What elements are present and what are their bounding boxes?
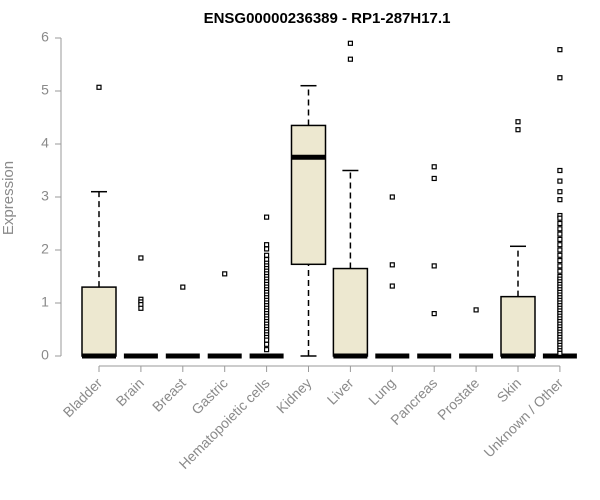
outlier-point: [557, 242, 563, 248]
box-brain: [123, 255, 158, 359]
y-axis-label: Expression: [0, 161, 17, 235]
outlier-point: [557, 247, 563, 253]
box-breast: [165, 284, 200, 359]
outlier-point: [557, 189, 563, 195]
box-unknown-other: [542, 47, 577, 359]
box-liver: [332, 40, 369, 359]
outlier-point: [557, 231, 563, 237]
y-tick-label: 1: [41, 294, 49, 310]
y-tick-label: 2: [41, 241, 49, 257]
x-tick-label: Bladder: [60, 375, 106, 421]
outlier-point: [557, 215, 563, 221]
outlier-point: [515, 127, 521, 133]
box-lung: [375, 194, 410, 359]
outlier-point: [515, 119, 521, 125]
y-tick-label: 6: [41, 29, 49, 45]
outlier-point: [264, 337, 270, 343]
outlier-point: [264, 246, 270, 252]
box-iqr: [290, 124, 327, 266]
outlier-point: [389, 194, 395, 200]
outlier-point: [138, 305, 144, 311]
outlier-point: [557, 220, 563, 227]
outlier-point: [557, 350, 563, 356]
outlier-point: [264, 242, 270, 248]
outlier-point: [264, 347, 270, 353]
box-iqr: [500, 295, 536, 357]
box-skin: [500, 119, 536, 359]
y-tick-label: 5: [41, 82, 49, 98]
outlier-point: [557, 252, 563, 258]
outlier-point: [557, 75, 563, 81]
x-tick-label: Kidney: [273, 375, 315, 417]
outlier-point: [180, 284, 186, 290]
outlier-point: [389, 262, 395, 268]
box-kidney: [290, 84, 327, 357]
x-tick-label: Pancreas: [387, 375, 440, 428]
outlier-point: [557, 167, 563, 174]
x-tick-label: Prostate: [434, 375, 482, 423]
y-axis: 0 1 2 3 4 5 6: [41, 29, 62, 363]
x-tick-label: Skin: [494, 375, 525, 406]
outlier-point: [138, 255, 144, 261]
box-bladder: [81, 84, 117, 359]
outlier-point: [473, 307, 479, 313]
outlier-point: [557, 47, 563, 53]
outlier-point: [431, 311, 437, 317]
outlier-point: [557, 197, 563, 203]
y-tick-label: 4: [41, 135, 49, 151]
outlier-point: [431, 263, 437, 269]
box-iqr: [81, 286, 117, 357]
chart-title: ENSG00000236389 - RP1-287H17.1: [204, 10, 451, 27]
y-tick-label: 0: [41, 347, 49, 363]
x-tick-label: Breast: [149, 375, 189, 415]
outlier-point: [222, 271, 228, 277]
outlier-point: [557, 236, 563, 242]
outlier-point: [431, 175, 437, 182]
outlier-point: [557, 258, 563, 264]
outlier-point: [389, 283, 395, 289]
outlier-point: [96, 84, 102, 90]
x-tick-label: Brain: [113, 375, 147, 409]
boxes: [81, 40, 577, 359]
y-tick-label: 3: [41, 188, 49, 204]
outlier-point: [347, 56, 353, 62]
outlier-point: [557, 268, 563, 274]
box-prostate: [459, 307, 494, 359]
x-tick-label: Lung: [365, 375, 398, 408]
outlier-point: [557, 263, 563, 269]
box-pancreas: [417, 164, 452, 359]
box-iqr: [332, 267, 369, 357]
outlier-point: [557, 178, 563, 184]
outlier-point: [431, 164, 437, 170]
outlier-point: [264, 341, 270, 347]
outlier-point: [264, 252, 270, 258]
x-tick-label: Liver: [324, 375, 357, 408]
outlier-point: [557, 226, 563, 232]
outlier-point: [264, 214, 270, 220]
x-tick-label: Unknown / Other: [480, 375, 566, 461]
outlier-point: [347, 40, 353, 46]
box-gastric: [207, 271, 242, 359]
box-hematopoietic-cells: [249, 214, 284, 359]
